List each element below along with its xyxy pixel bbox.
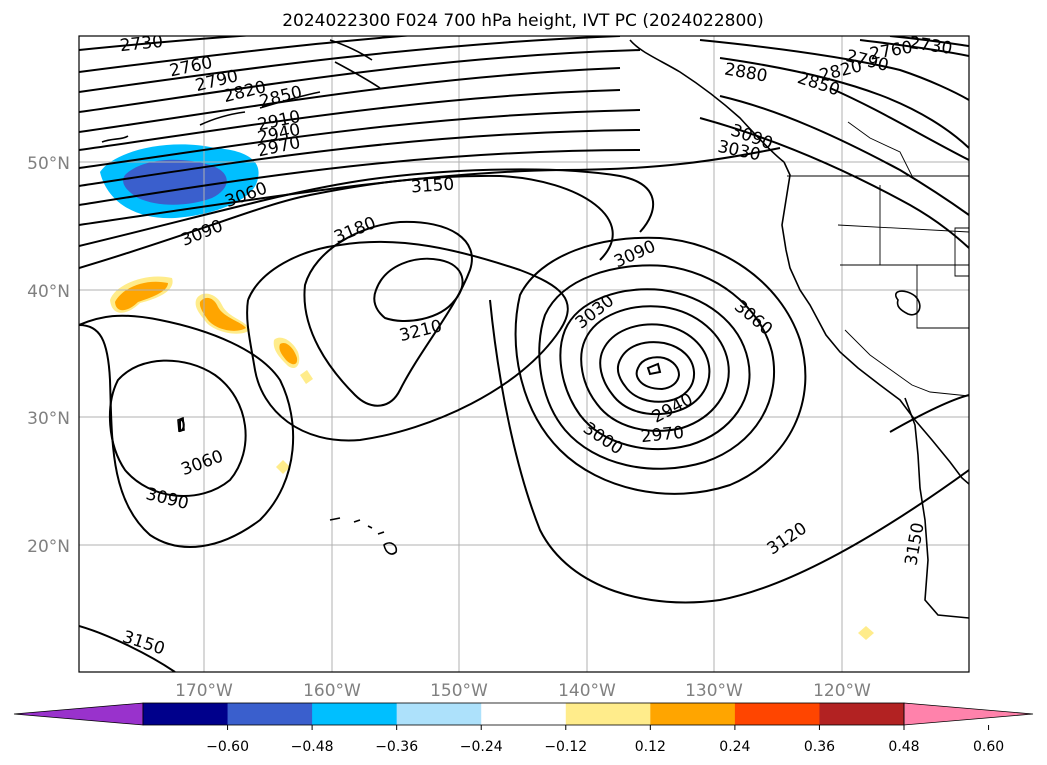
lat-label-30n: 30°N [27,409,70,429]
colorbar-segment [650,703,736,725]
colorbar-max-extend [903,702,1034,726]
ivt-positive-024-b [199,297,246,331]
map-frame [78,35,970,673]
colorbar-segment [734,703,820,725]
colorbar-segment [312,703,398,725]
lon-label-150w: 150°W [430,681,488,701]
lon-label-120w: 120°W [813,681,871,701]
colorbar-segment [565,703,651,725]
colorbar-tick-label: −0.60 [206,739,249,755]
colorbar-tick-label: 0.36 [804,739,835,755]
map-title: 2024022300 F024 700 hPa height, IVT PC (… [282,11,764,31]
lat-label-40n: 40°N [27,282,70,302]
lon-label-130w: 130°W [685,681,743,701]
colorbar-tick-label: −0.24 [460,739,503,755]
lat-label-50n: 50°N [27,154,70,174]
ivt-shading [100,144,874,640]
ivt-positive-012-d [300,370,313,384]
lon-label-170w: 170°W [175,681,233,701]
map-area: 2730 2760 2790 2820 2850 2910 2940 2970 … [79,32,969,672]
colorbar-segment [481,703,567,725]
ivt-positive-012-e [276,460,290,474]
lon-label-140w: 140°W [558,681,616,701]
coastlines [101,39,969,619]
colorbar-tick-label: −0.36 [375,739,418,755]
colorbar-min-extend [13,702,144,726]
colorbar-tick-label: −0.48 [291,739,334,755]
colorbar-tick-label: 0.12 [635,739,666,755]
colorbar-segment [819,703,905,725]
latitude-labels: 50°N 40°N 30°N 20°N [27,154,70,557]
colorbar-segment [396,703,482,725]
contour-label-2730: 2730 [119,32,164,56]
colorbar-segments [143,703,905,725]
lat-label-20n: 20°N [27,537,70,557]
colorbar: −0.60 −0.48 −0.36 −0.24 −0.12 0.12 0.24 0.36 0.4… [13,702,1034,755]
ivt-positive-024-a [115,281,168,311]
colorbar-tick-label: 0.24 [719,739,750,755]
colorbar-tick-label: 0.48 [888,739,919,755]
height-contours [79,36,969,672]
colorbar-tick-label: −0.12 [544,739,587,755]
contour-label-2730-east: 2730 [908,33,954,59]
lon-label-160w: 160°W [303,681,361,701]
contour-label-3150: 3150 [410,175,455,198]
political-borders [787,121,969,397]
colorbar-ticks: −0.60 −0.48 −0.36 −0.24 −0.12 0.12 0.24 0.36 0.4… [206,725,1004,755]
contour-label-2970-low: 2970 [640,423,685,447]
ivt-positive-024-c [279,342,298,365]
gridlines [79,36,969,672]
longitude-labels: 170°W 160°W 150°W 140°W 130°W 120°W [175,681,871,701]
colorbar-tick-label: 0.60 [973,739,1004,755]
colorbar-segment [143,703,229,725]
colorbar-segment [227,703,313,725]
ivt-positive-012-f [858,626,874,640]
